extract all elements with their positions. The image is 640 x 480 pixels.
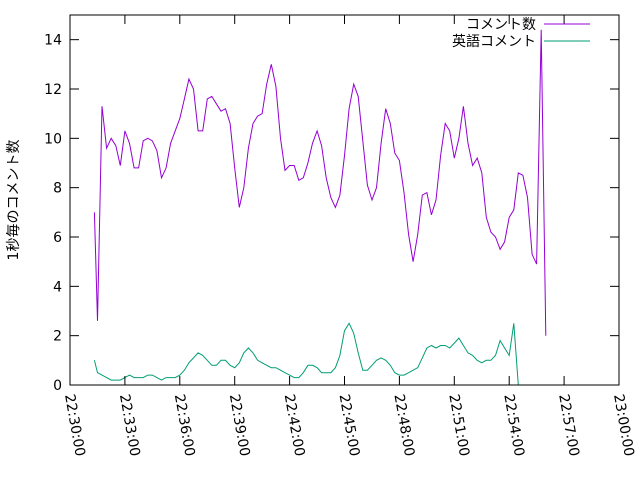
legend-label-2: 英語コメント (452, 33, 536, 50)
y-tick-label: 8 (53, 181, 62, 197)
y-tick-label: 4 (53, 279, 62, 295)
y-tick-label: 12 (44, 82, 62, 98)
series-line-2 (93, 322, 519, 386)
y-tick-label: 6 (53, 230, 62, 246)
series-layer (93, 29, 547, 386)
legend-label-1: コメント数 (466, 17, 536, 33)
y-axis-label: 1秒毎のコメント数 (6, 140, 22, 261)
y-tick-label: 10 (44, 131, 62, 147)
y-tick-label: 2 (53, 329, 62, 345)
y-tick-label: 14 (44, 33, 62, 49)
y-tick-label: 0 (53, 378, 62, 394)
series-line-1 (93, 29, 547, 336)
